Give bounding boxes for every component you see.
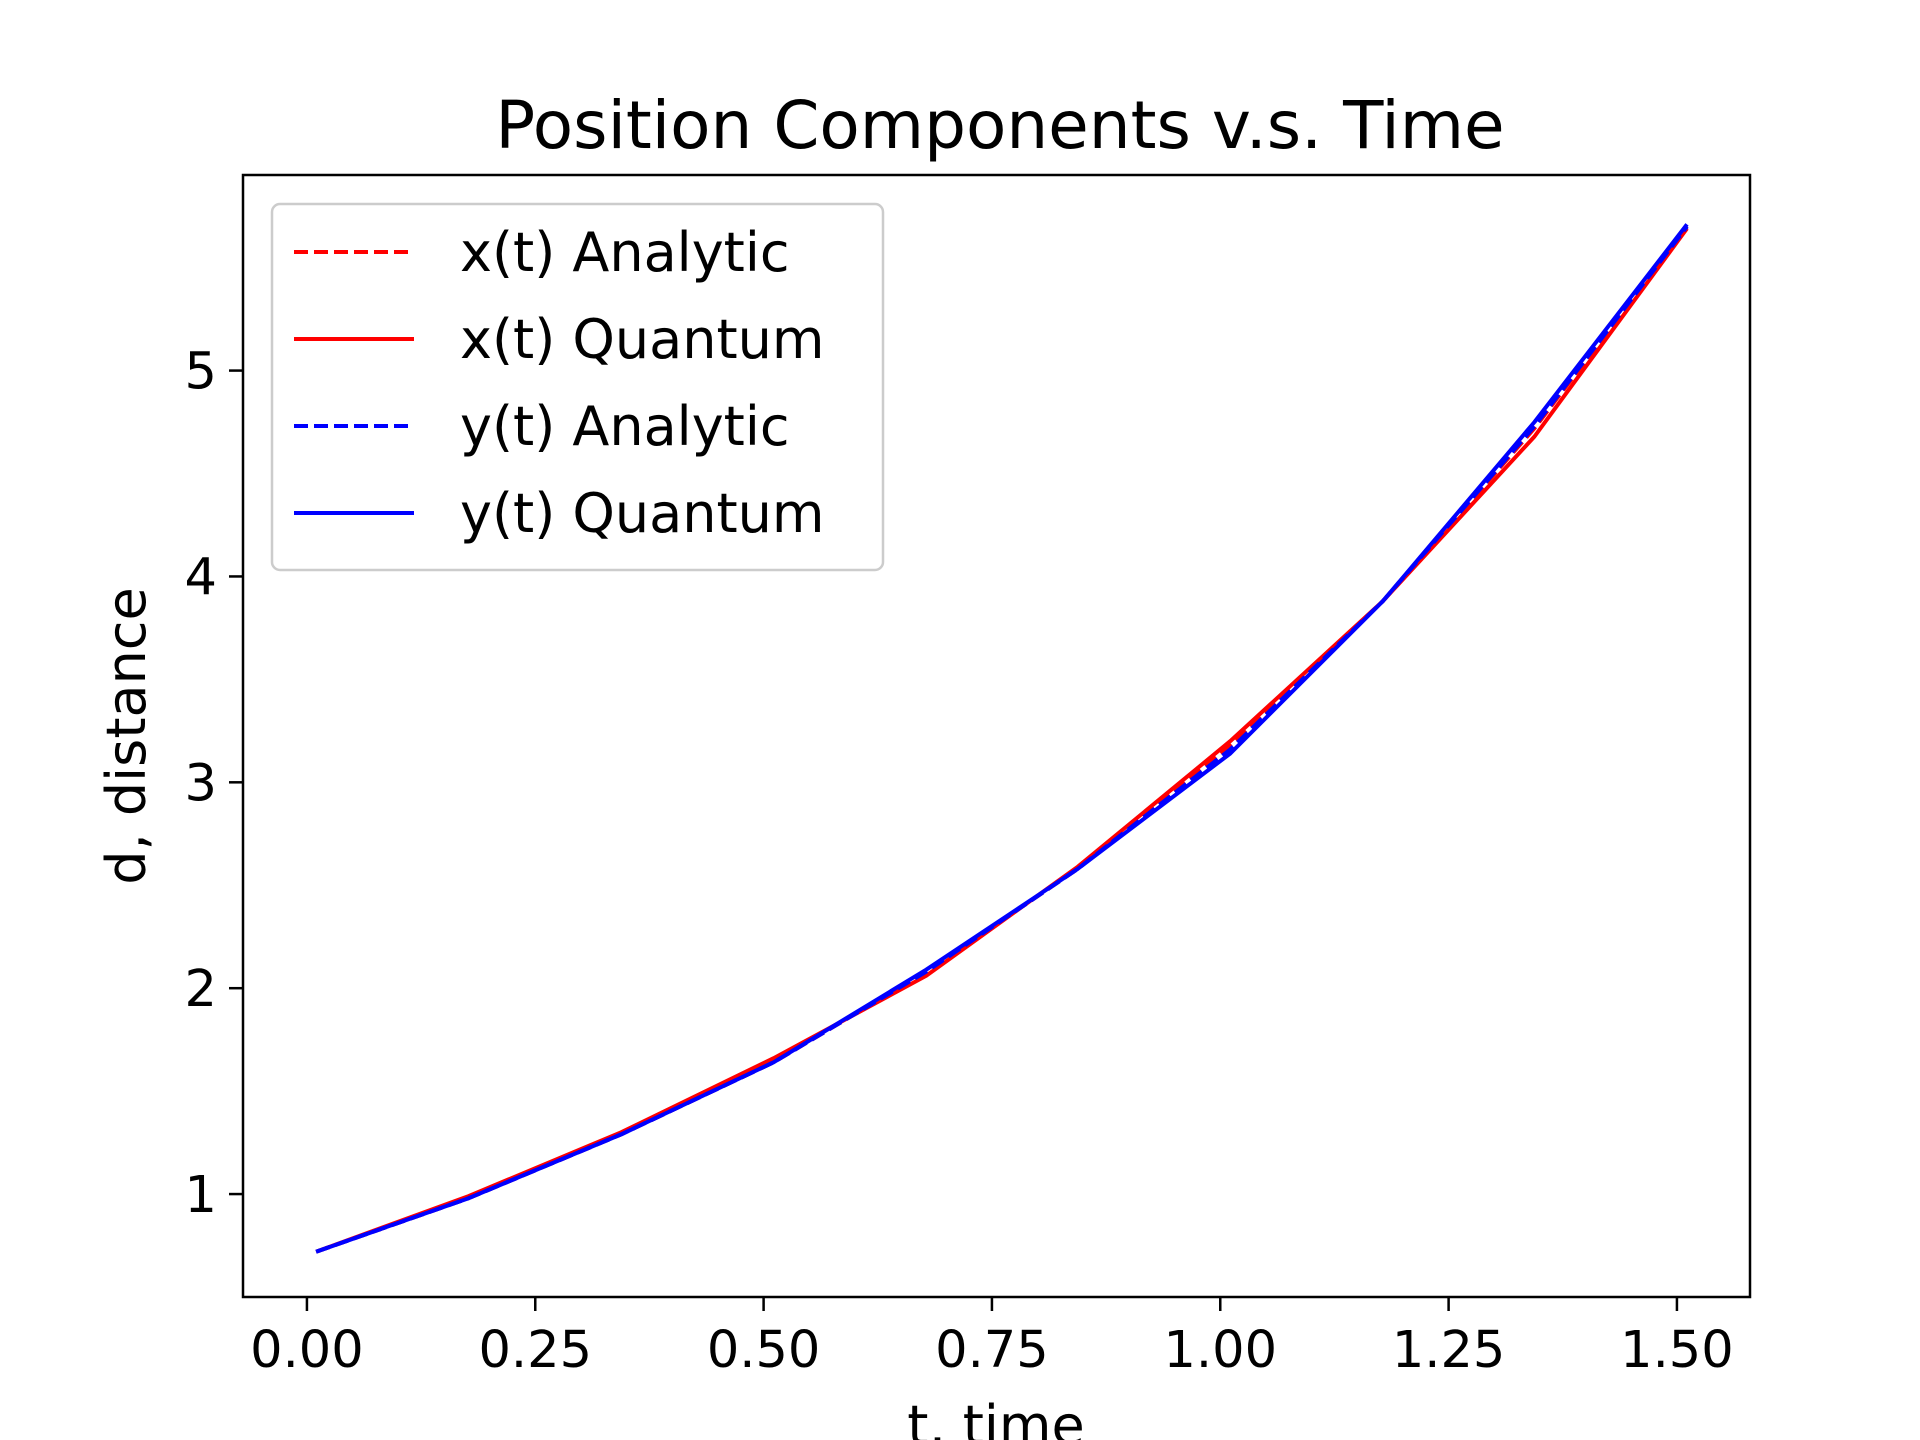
legend-label-0: x(t) Analytic — [460, 221, 790, 284]
y-tick-label: 5 — [185, 343, 217, 402]
x-tick-label: 0.50 — [707, 1321, 821, 1380]
x-axis-label: t, time — [907, 1394, 1085, 1440]
x-tick-label: 1.00 — [1163, 1321, 1277, 1380]
x-tick-label: 0.00 — [250, 1321, 364, 1380]
legend-box — [270, 202, 885, 572]
y-tick-label: 4 — [185, 548, 217, 607]
y-tick-label: 1 — [185, 1166, 217, 1225]
y-tick-label: 3 — [185, 754, 217, 813]
x-tick-label: 0.25 — [478, 1321, 592, 1380]
legend-label-2: y(t) Analytic — [460, 395, 790, 458]
y-axis-ticks: 1 2 3 4 5 — [185, 343, 243, 1225]
y-tick-label: 2 — [185, 960, 217, 1019]
plot-frame — [241, 173, 1752, 1299]
x-tick-label: 1.25 — [1392, 1321, 1506, 1380]
series-layer — [315, 223, 1689, 1254]
y-axis-label: d, distance — [95, 587, 158, 884]
x-tick-label: 1.50 — [1620, 1321, 1734, 1380]
x-axis-ticks: 0.00 0.25 0.50 0.75 1.00 1.25 1.50 — [250, 1297, 1734, 1380]
legend-label-3: y(t) Quantum — [460, 482, 824, 545]
series-line-3 — [315, 223, 1689, 1254]
legend-label-1: x(t) Quantum — [460, 308, 824, 371]
x-tick-label: 0.75 — [935, 1321, 1049, 1380]
chart-title: Position Components v.s. Time — [495, 87, 1504, 164]
legend: x(t) Analytic x(t) Quantum y(t) Analytic y(… — [270, 202, 885, 572]
